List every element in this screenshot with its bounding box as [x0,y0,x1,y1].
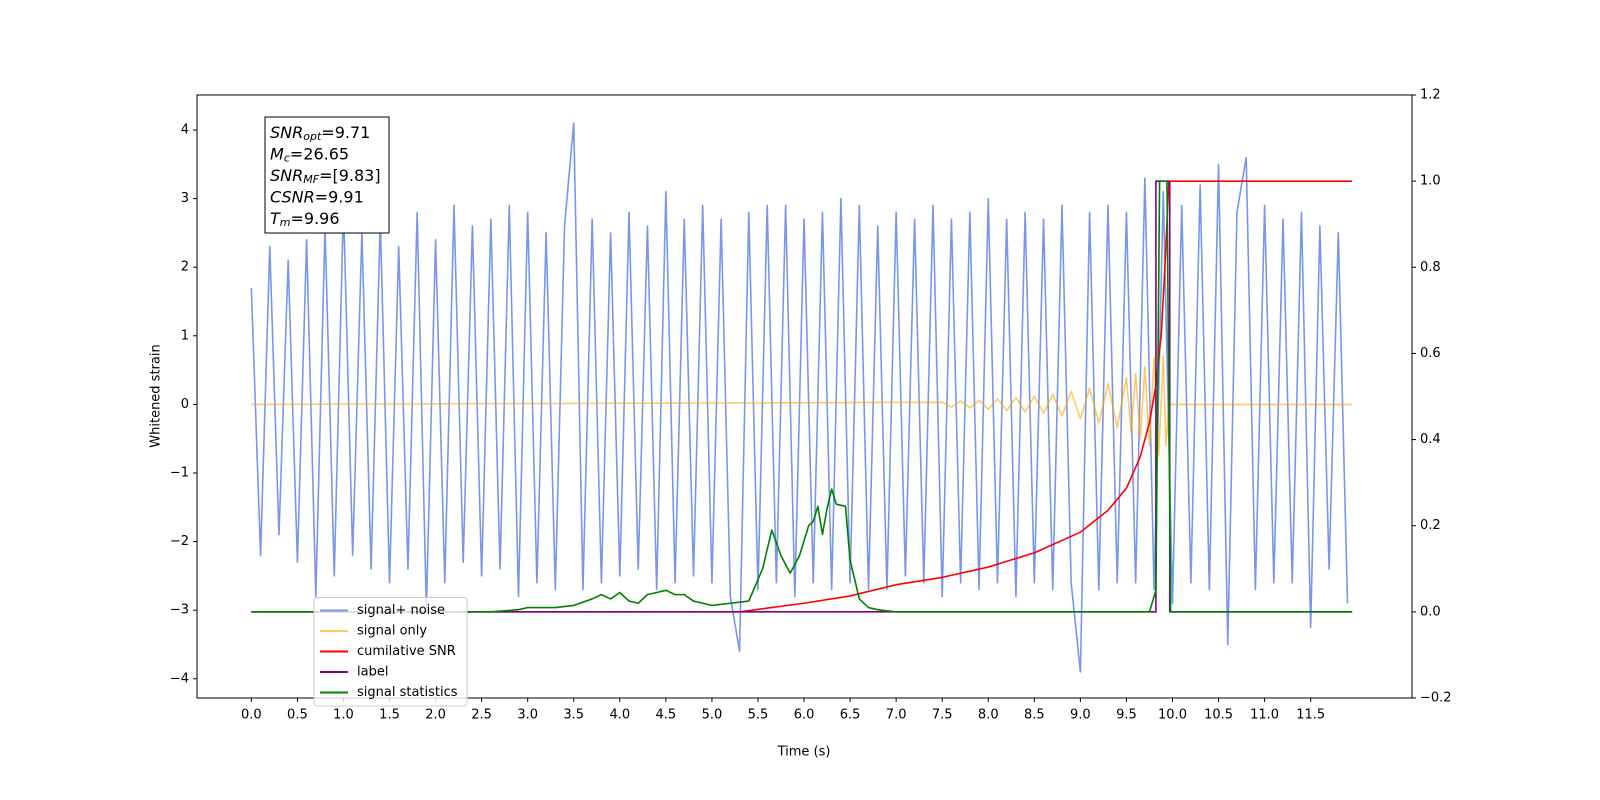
legend-label: label [357,665,388,680]
annotation-frame [264,116,390,234]
y2-tick-label: 0.6 [1420,346,1441,361]
annotation-value: =9.96 [291,209,340,228]
y-tick-label: −1 [170,465,189,480]
y-tick-label: 4 [181,122,189,137]
y2-tick-label: 0.8 [1420,260,1441,275]
annotation-symbol: CSNR [270,187,315,206]
series-line [251,180,1353,613]
x-tick-label: 1.5 [379,708,400,723]
annotation-symbol: M [270,144,284,163]
x-tick-label: 4.0 [609,708,630,723]
x-tick-label: 8.5 [1024,708,1045,723]
annotation-line: Mc=26.65 [270,144,349,165]
y-tick-label: 2 [181,260,189,275]
annotation-subscript: MF [303,173,319,186]
x-tick-label: 0.0 [241,708,262,723]
x-tick-label: 6.5 [840,708,861,723]
x-tick-label: 10.0 [1158,708,1187,723]
series-line [251,355,1353,457]
x-tick-label: 5.0 [702,708,723,723]
legend-label: signal statistics [357,685,458,700]
x-tick-label: 3.5 [563,708,584,723]
annotation-value: =[9.83] [319,166,381,185]
legend-label: cumilative SNR [357,644,456,659]
y2-tick-label: 0.2 [1420,518,1441,533]
y-tick-label: 1 [181,328,189,343]
annotation-line: Tm=9.96 [270,209,340,230]
annotation-box: SNRopt=9.71Mc=26.65SNRMF=[9.83]CSNR=9.91… [264,116,390,234]
x-tick-label: 3.0 [517,708,538,723]
y2-tick-label: 1.0 [1420,174,1441,189]
y-tick-label: −4 [170,671,189,686]
plot-frame [196,94,1413,699]
x-axis-label: Time (s) [777,745,831,760]
x-tick-label: 2.0 [425,708,446,723]
x-tick-label: 0.5 [287,708,308,723]
annotation-symbol: SNR [270,123,303,142]
x-tick-label: 7.0 [886,708,907,723]
annotation-value: =9.71 [321,123,370,142]
annotation-symbol: SNR [270,166,303,185]
y-tick-label: 0 [181,397,189,412]
annotation-subscript: opt [303,130,322,143]
annotation-symbol: T [270,209,281,228]
y-tick-label: −2 [170,534,189,549]
x-tick-label: 5.5 [748,708,769,723]
x-tick-label: 2.5 [471,708,492,723]
x-tick-label: 1.0 [333,708,354,723]
y-tick-label: −3 [170,603,189,618]
legend-frame [313,597,468,707]
annotation-subscript: m [280,216,291,229]
x-tick-label: 8.0 [978,708,999,723]
annotation-subscript: c [284,152,290,165]
y2-tick-label: 1.2 [1420,88,1441,103]
x-tick-label: 10.5 [1204,708,1233,723]
legend-label: signal only [357,624,427,639]
series-line [251,180,1353,613]
x-tick-label: 4.5 [656,708,677,723]
legend-label: signal+ noise [357,603,445,618]
annotation-line: SNRMF=[9.83] [270,166,381,187]
y2-tick-label: 0.4 [1420,432,1441,447]
y-tick-label: 3 [181,191,189,206]
y2-tick-label: −0.2 [1420,691,1452,706]
x-tick-label: 6.0 [794,708,815,723]
annotation-line: SNRopt=9.71 [270,123,370,144]
annotation-value: =9.91 [315,187,364,206]
x-tick-label: 9.0 [1070,708,1091,723]
x-tick-label: 11.5 [1296,708,1325,723]
y-axis-label: Whitened strain [149,344,164,447]
x-tick-label: 9.5 [1116,708,1137,723]
x-tick-label: 11.0 [1250,708,1279,723]
annotation-value: =26.65 [290,144,349,163]
legend: signal+ noise signal only cumilative SNR la… [313,597,468,707]
x-tick-label: 7.5 [932,708,953,723]
annotation-line: CSNR=9.91 [270,187,364,206]
y2-tick-label: 0.0 [1420,604,1441,619]
